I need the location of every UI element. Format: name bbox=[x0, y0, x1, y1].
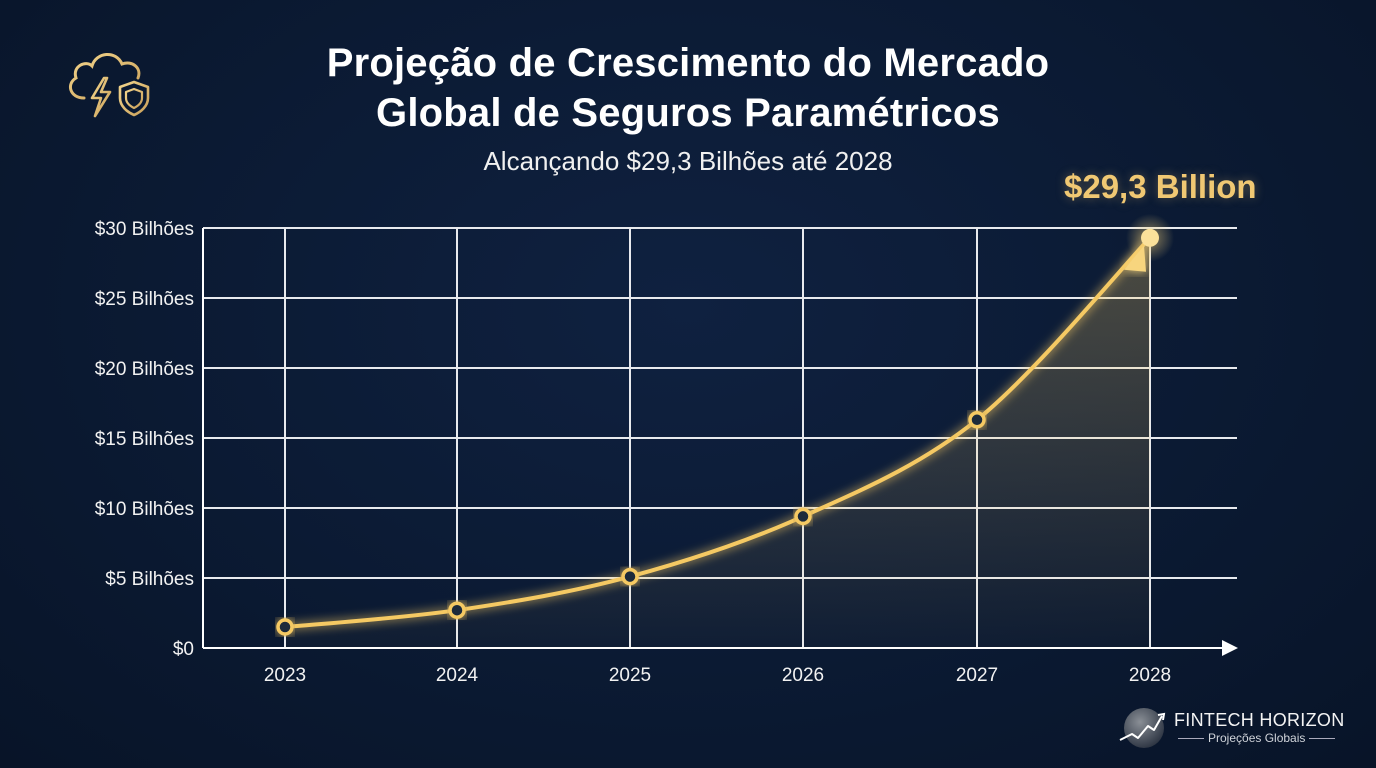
x-tick-label: 2027 bbox=[956, 665, 998, 686]
y-tick-label: $15 Bilhões bbox=[95, 429, 194, 450]
data-points bbox=[276, 213, 1174, 636]
x-tick-label: 2024 bbox=[436, 665, 479, 686]
x-tick-label: 2023 bbox=[264, 665, 306, 686]
data-point-final bbox=[1141, 228, 1159, 247]
data-point bbox=[621, 567, 639, 586]
data-point bbox=[968, 411, 986, 429]
cloud-lightning-shield-icon bbox=[68, 53, 150, 118]
y-tick-label: $25 Bilhões bbox=[95, 289, 194, 310]
data-point bbox=[276, 618, 294, 636]
brand-tagline: Projeções Globais bbox=[1174, 731, 1339, 745]
brand-tagline-text: Projeções Globais bbox=[1208, 731, 1306, 745]
x-tick-label: 2026 bbox=[782, 665, 824, 686]
data-point bbox=[448, 601, 466, 619]
final-value-callout: $29,3 Billion bbox=[1064, 168, 1257, 205]
y-tick-label: $10 Bilhões bbox=[95, 499, 194, 520]
chart-subtitle: Alcançando $29,3 Bilhões até 2028 bbox=[483, 146, 893, 176]
brand-name: FINTECH HORIZON bbox=[1174, 710, 1345, 730]
data-point bbox=[794, 507, 812, 526]
y-tick-label: $30 Bilhões bbox=[95, 219, 194, 240]
chart-title-line-1: Projeção de Crescimento do Mercado bbox=[326, 41, 1050, 85]
trend-globe-icon bbox=[1119, 708, 1166, 748]
brand-logo: FINTECH HORIZON Projeções Globais bbox=[1118, 704, 1348, 752]
x-tick-label: 2028 bbox=[1129, 665, 1171, 686]
chart-title: Projeção de Crescimento do Mercado Globa… bbox=[0, 38, 1376, 138]
x-tick-label: 2025 bbox=[609, 665, 651, 686]
area-fill bbox=[285, 237, 1150, 649]
y-tick-label: $5 Bilhões bbox=[105, 569, 194, 590]
y-axis: $0 $5 Bilhões $10 Bilhões $15 Bilhões $20 Bi… bbox=[95, 219, 204, 660]
trend-arrow-icon bbox=[1124, 245, 1146, 272]
x-axis-arrow-icon bbox=[1222, 640, 1238, 656]
y-tick-label: $20 Bilhões bbox=[95, 359, 194, 380]
data-line bbox=[284, 236, 1152, 629]
chart-title-line-2: Global de Seguros Paramétricos bbox=[376, 91, 1000, 135]
y-tick-label: $0 bbox=[173, 639, 194, 660]
